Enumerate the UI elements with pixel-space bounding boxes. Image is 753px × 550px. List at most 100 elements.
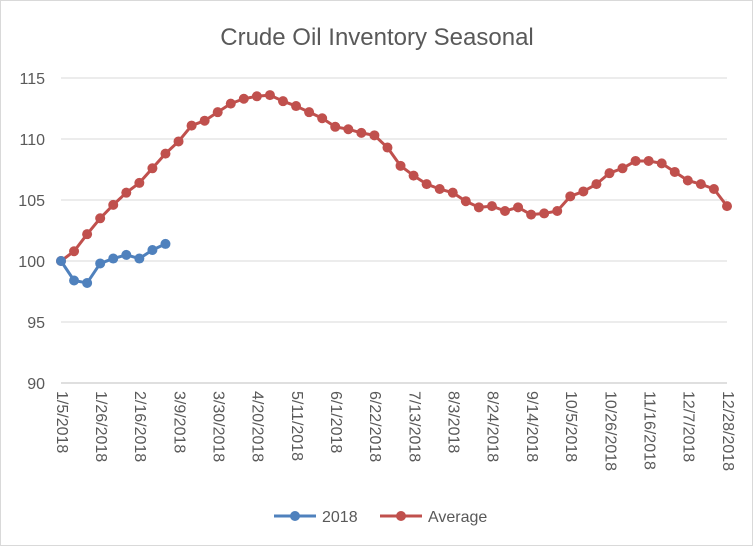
data-point <box>291 101 302 112</box>
x-tick-label: 8/3/2018 <box>445 391 462 453</box>
data-point <box>708 184 719 195</box>
data-point <box>722 201 732 212</box>
data-point <box>382 142 393 153</box>
data-point <box>526 209 537 220</box>
x-tick-label: 8/24/2018 <box>484 391 501 462</box>
y-tick-label: 105 <box>18 193 45 210</box>
data-point <box>682 175 693 186</box>
data-point <box>630 155 641 166</box>
x-tick-label: 5/11/2018 <box>288 391 305 461</box>
data-point <box>69 275 80 286</box>
data-point <box>473 202 484 213</box>
data-point <box>121 249 132 260</box>
data-point <box>160 148 171 159</box>
data-point <box>460 196 471 207</box>
y-tick-label: 90 <box>27 376 45 393</box>
data-point <box>408 170 419 181</box>
x-tick-label: 10/26/2018 <box>601 391 618 471</box>
y-tick-label: 95 <box>27 315 45 332</box>
data-point <box>134 253 145 264</box>
data-point <box>643 155 654 166</box>
data-point <box>278 96 288 107</box>
data-point <box>212 107 223 118</box>
data-point <box>356 127 367 138</box>
x-tick-label: 10/5/2018 <box>562 391 579 462</box>
data-point <box>578 186 589 197</box>
chart-title: Crude Oil Inventory Seasonal <box>220 24 534 51</box>
legend: 2018 Average <box>274 509 487 526</box>
data-point <box>591 179 602 190</box>
data-point <box>225 98 236 109</box>
y-axis-tick-labels: 90 95 100 105 110 115 <box>18 71 45 393</box>
data-point <box>604 168 615 179</box>
data-point <box>238 93 249 104</box>
data-point <box>330 121 341 132</box>
data-point <box>421 179 432 190</box>
data-point <box>317 113 328 124</box>
x-tick-label: 1/5/2018 <box>53 391 70 453</box>
data-point <box>656 158 667 169</box>
data-point <box>669 166 680 177</box>
legend-label: 2018 <box>322 509 358 526</box>
x-tick-label: 12/28/2018 <box>719 391 736 471</box>
data-point <box>108 199 119 210</box>
data-point <box>160 238 171 249</box>
data-point <box>82 277 93 288</box>
series-lines <box>56 90 732 288</box>
data-point <box>95 213 106 224</box>
data-point <box>434 184 445 195</box>
x-tick-label: 9/14/2018 <box>523 391 540 462</box>
data-point <box>552 205 563 216</box>
legend-marker <box>396 511 406 521</box>
data-point <box>565 191 576 202</box>
x-tick-label: 6/1/2018 <box>327 391 344 453</box>
y-tick-label: 100 <box>18 254 45 271</box>
x-tick-label: 6/22/2018 <box>366 391 383 462</box>
data-point <box>147 245 158 256</box>
data-point <box>251 91 262 102</box>
series-2018 <box>56 238 171 288</box>
data-point <box>695 179 706 190</box>
y-tick-label: 115 <box>19 71 45 88</box>
legend-item: 2018 <box>274 509 358 526</box>
data-point <box>539 208 550 219</box>
data-point <box>134 177 145 188</box>
data-point <box>486 201 497 212</box>
data-point <box>617 163 628 174</box>
data-point <box>82 229 93 240</box>
x-tick-label: 1/26/2018 <box>92 391 109 462</box>
data-point <box>500 205 510 216</box>
x-tick-label: 4/20/2018 <box>249 391 266 462</box>
data-point <box>173 136 184 147</box>
data-point <box>343 124 354 135</box>
data-point <box>447 187 458 198</box>
x-axis-tick-labels: 1/5/2018 1/26/2018 2/16/2018 3/9/2018 3/30/2… <box>53 391 736 471</box>
gridlines <box>61 77 727 323</box>
data-point <box>121 187 132 198</box>
data-point <box>69 246 80 257</box>
data-point <box>199 115 210 126</box>
legend-item: Average <box>380 509 487 526</box>
data-point <box>147 163 158 174</box>
x-tick-label: 7/13/2018 <box>405 391 422 462</box>
data-point <box>186 120 197 131</box>
data-point <box>264 90 275 101</box>
y-tick-label: 110 <box>19 132 45 149</box>
x-tick-label: 2/16/2018 <box>131 391 148 462</box>
data-point <box>95 258 106 269</box>
x-tick-label: 12/7/2018 <box>680 391 697 462</box>
x-tick-label: 3/9/2018 <box>170 391 187 453</box>
data-point <box>395 160 406 171</box>
data-point <box>56 256 66 266</box>
data-point <box>513 202 524 213</box>
data-point <box>108 253 119 264</box>
legend-marker <box>290 511 300 521</box>
series-average <box>56 90 732 266</box>
series-line <box>60 93 729 263</box>
x-tick-label: 3/30/2018 <box>209 391 226 462</box>
data-point <box>304 107 315 118</box>
legend-label: Average <box>428 509 487 526</box>
x-tick-label: 11/16/2018 <box>640 391 657 470</box>
